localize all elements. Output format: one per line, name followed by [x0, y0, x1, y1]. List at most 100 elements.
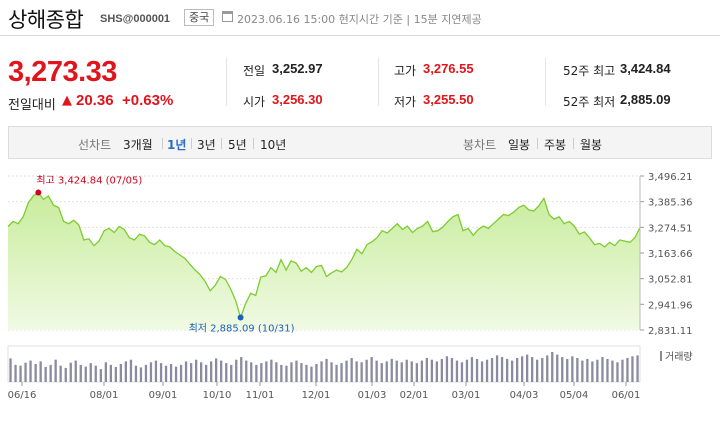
y-axis: 3,496.21 3,385.36 3,274.51 3,163.66 3,052.81… [639, 172, 693, 337]
volume-bar [64, 367, 67, 382]
volume-bar [195, 359, 198, 382]
volume-bar [350, 358, 353, 382]
volume-bar [9, 358, 12, 382]
volume-bar [450, 358, 454, 382]
line-chart-label[interactable]: 선차트 [78, 138, 112, 152]
x-tick-label: 01/03 [358, 390, 387, 401]
volume-bar [325, 358, 328, 382]
price-chart[interactable]: 3,496.21 3,385.36 3,274.51 3,163.66 3,052.81… [0, 160, 720, 424]
volume-bar [305, 364, 308, 382]
volume-bar [69, 362, 72, 382]
low-point [237, 314, 244, 321]
volume-bar [631, 356, 634, 382]
range-3y[interactable]: 3년 [197, 138, 216, 152]
volume-bar [571, 356, 574, 382]
volume-bar [475, 358, 479, 382]
delay-notice: 15분 지연제공 [413, 13, 482, 26]
volume-bar [34, 364, 37, 382]
volume-bar [636, 355, 639, 382]
price-line [7, 191, 641, 320]
volume-bar [164, 365, 168, 382]
index-code: SHS@000001 [100, 13, 171, 25]
volume-bar [114, 367, 117, 382]
separator [221, 138, 222, 149]
volume-bar [245, 360, 248, 382]
volume-legend-mark [660, 351, 662, 361]
separator [573, 138, 574, 149]
y-tick-label: 3,052.81 [648, 275, 693, 286]
volume-bar [621, 359, 624, 382]
volume-bar [606, 358, 609, 382]
volume-bar [285, 365, 288, 382]
volume-bar [616, 362, 619, 382]
volume-bar [395, 360, 398, 382]
separator [253, 138, 254, 149]
volume-bar [355, 361, 358, 382]
volume-bar [139, 367, 143, 382]
chart-annotations: 최고 3,424.84 (07/05) 최저 2,885.09 (10/31) [35, 175, 295, 335]
volume-bar [300, 363, 303, 382]
timestamp-text: 2023.06.16 15:00 현지시간 기준 [237, 13, 403, 26]
volume-bar [255, 364, 258, 382]
volume-bar [39, 361, 42, 382]
prev-value: 3,252.97 [272, 61, 323, 76]
volume-bar [516, 358, 519, 382]
period-daily[interactable]: 일봉 [508, 138, 531, 152]
x-tick-label: 06/01 [612, 390, 641, 401]
calendar-icon [222, 11, 233, 22]
volume-bar [59, 365, 62, 382]
volume-bar [470, 357, 474, 382]
volume-bar [566, 358, 569, 382]
volume-bar [149, 362, 153, 382]
volume-bar [511, 360, 514, 382]
volume-bar [235, 359, 238, 382]
x-tick-label: 02/01 [400, 390, 429, 401]
volume-bar [215, 358, 218, 382]
change-percent: +0.63% [122, 92, 174, 109]
x-tick-label: 11/01 [246, 390, 275, 401]
volume-bar [265, 361, 268, 382]
volume-bar [89, 363, 92, 382]
volume-bar [280, 364, 283, 382]
volume-bar [561, 357, 564, 382]
volume-bar [79, 364, 82, 382]
candle-chart-label[interactable]: 봉차트 [463, 138, 497, 152]
volume-bar [210, 361, 213, 382]
volume-bar [250, 362, 253, 382]
timestamp: 2023.06.16 15:00 현지시간 기준 | 15분 지연제공 [237, 13, 482, 26]
w52-low-value: 2,885.09 [620, 92, 671, 107]
volume-panel [7, 345, 641, 383]
volume-bar [315, 364, 318, 382]
volume-bar [335, 364, 338, 382]
volume-bar [430, 359, 433, 382]
volume-bar [330, 362, 333, 382]
volume-bar [465, 359, 469, 382]
x-tick-label: 12/01 [302, 390, 331, 401]
separator [162, 138, 163, 149]
x-tick-label: 10/10 [203, 390, 232, 401]
range-5y[interactable]: 5년 [228, 138, 247, 152]
volume-bar [24, 362, 27, 382]
period-weekly[interactable]: 주봉 [544, 138, 567, 152]
volume-bar [495, 355, 499, 382]
volume-bar [340, 363, 343, 382]
range-1y[interactable]: 1년 [167, 138, 187, 152]
range-3m[interactable]: 3개월 [123, 138, 153, 152]
volume-bar [425, 358, 428, 382]
volume-bar [596, 359, 599, 382]
volume-bar [445, 356, 449, 382]
separator [537, 138, 538, 149]
volume-bar [220, 360, 223, 382]
volume-bar [205, 364, 208, 382]
volume-bar [29, 360, 32, 382]
volume-bar [104, 362, 107, 382]
period-monthly[interactable]: 월봉 [580, 138, 603, 152]
high-annotation: 최고 3,424.84 (07/05) [36, 175, 142, 187]
volume-bar [74, 360, 77, 382]
high-value: 3,276.55 [423, 61, 474, 76]
divider [545, 58, 546, 106]
range-10y[interactable]: 10년 [260, 138, 287, 152]
volume-bar [169, 364, 173, 382]
volume-bar [551, 352, 554, 382]
chart-toolbar: 선차트 3개월 1년 3년 5년 10년 봉차트 일봉 주봉 월봉 [8, 126, 712, 159]
